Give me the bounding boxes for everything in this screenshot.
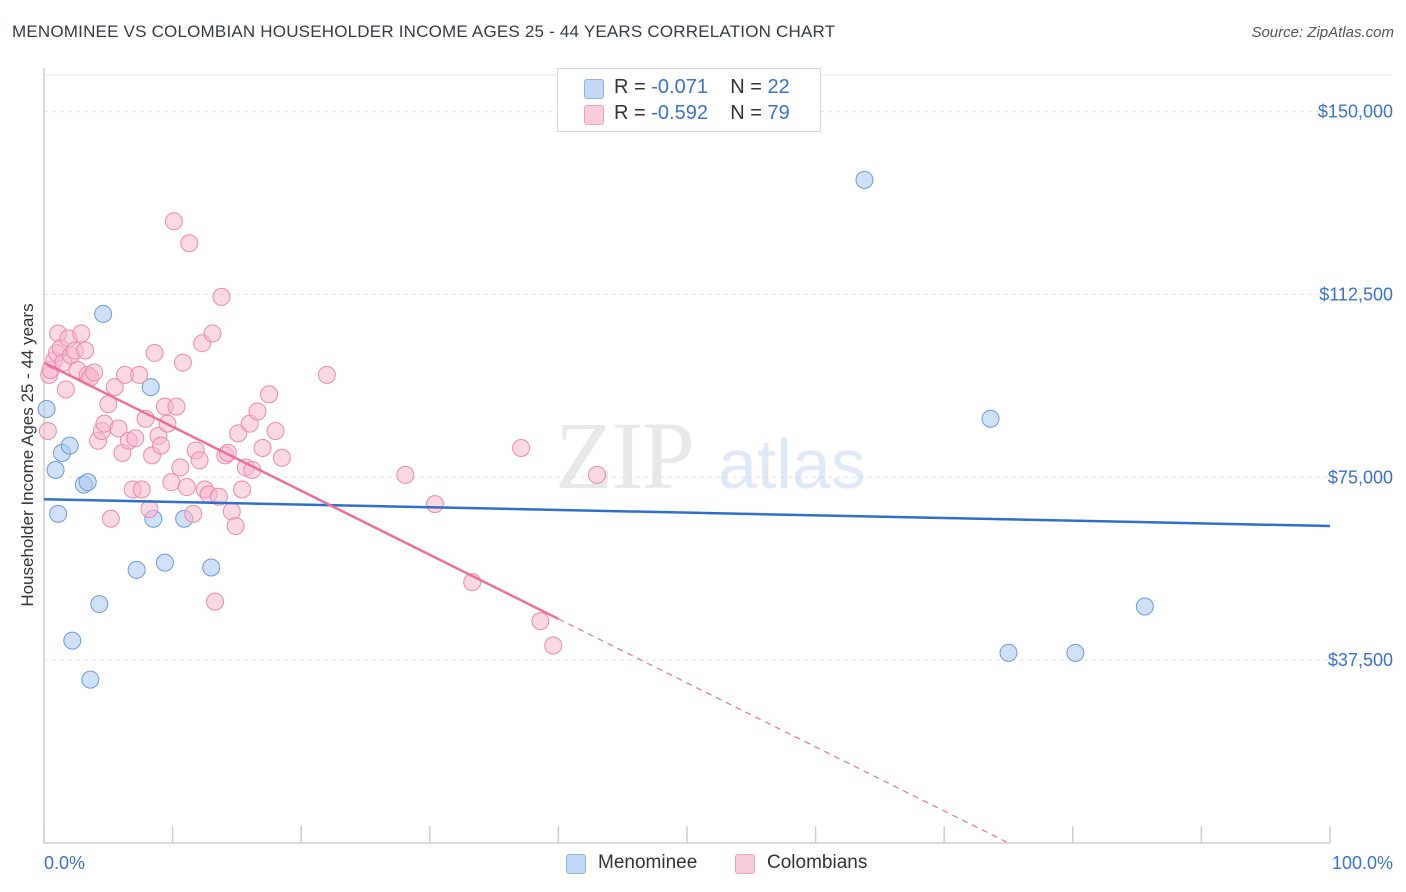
menominee-trend-line (43, 497, 1331, 528)
y-tick-label: $75,000 (1328, 467, 1393, 487)
colombians-point (425, 495, 444, 514)
colombians-point (209, 487, 228, 506)
colombians-point (180, 234, 199, 253)
menominee-point (141, 378, 160, 397)
chart-title: MENOMINEE VS COLOMBIAN HOUSEHOLDER INCOM… (12, 22, 836, 41)
trend-lines (43, 361, 1331, 844)
legend-n-label: N = (730, 76, 768, 98)
colombians-point (190, 451, 209, 470)
legend-r-label: R = (614, 76, 652, 98)
stats-legend: R = -0.071 N = 22 R = -0.592 N = 79 (557, 68, 821, 132)
colombians-point (544, 636, 563, 655)
legend-n-label: N = (730, 102, 768, 124)
colombians-point (171, 458, 190, 477)
y-tick-label: $37,500 (1328, 650, 1393, 670)
legend-r-value: -0.592 (651, 102, 708, 124)
colombians-point (109, 419, 128, 438)
colombians-point (266, 421, 285, 440)
colombians-point (152, 436, 171, 455)
colombians-point (105, 378, 124, 397)
menominee-point (78, 473, 97, 492)
source-label: Source: ZipAtlas.com (1251, 24, 1394, 41)
colombians-point (396, 465, 415, 484)
watermark-zip: ZIP (555, 402, 693, 509)
legend-swatch-colombians (584, 105, 604, 125)
colombians-trend-line-extension (558, 618, 1009, 844)
colombians-point (226, 517, 245, 536)
colombians-point (248, 402, 267, 421)
colombians-point (76, 341, 95, 360)
colombians-trend-line (43, 361, 559, 620)
menominee-point (46, 460, 65, 479)
colombians-point (253, 439, 272, 458)
menominee-point (94, 304, 113, 323)
x-tick-label: 0.0% (44, 853, 85, 873)
bottom-legend-label-colombians: Colombians (767, 852, 868, 873)
colombians-point (126, 429, 145, 448)
colombians-point (167, 397, 186, 416)
menominee-point (60, 436, 79, 455)
watermark-atlas: atlas (718, 425, 866, 503)
grid-lines (44, 74, 1392, 661)
colombians-point (206, 592, 225, 611)
y-tick-label: $150,000 (1318, 102, 1393, 122)
y-tick-label: $112,500 (1319, 284, 1393, 304)
data-points (37, 170, 1154, 689)
axes (43, 68, 1331, 844)
colombians-point (130, 365, 149, 384)
colombians-point (132, 480, 151, 499)
colombians-point (72, 324, 91, 343)
legend-r-label: R = (614, 102, 652, 124)
menominee-point (49, 504, 68, 523)
colombians-point (173, 353, 192, 372)
menominee-point (855, 170, 874, 189)
colombians-point (85, 363, 104, 382)
colombians-point (101, 509, 120, 528)
legend-swatch-menominee (584, 79, 604, 99)
colombians-point (587, 465, 606, 484)
colombians-point (164, 212, 183, 231)
colombians-point (162, 473, 181, 492)
bottom-legend-swatch-colombians (735, 854, 755, 874)
colombians-point (233, 480, 252, 499)
colombians-point (317, 365, 336, 384)
colombians-point (531, 612, 550, 631)
menominee-point (90, 595, 109, 614)
colombians-point (512, 439, 531, 458)
legend-n-value: 79 (767, 102, 790, 124)
bottom-legend-label-menominee: Menominee (598, 852, 698, 873)
menominee-point (1066, 643, 1085, 662)
colombians-point (56, 380, 75, 399)
menominee-point (63, 631, 82, 650)
colombians-point (260, 385, 279, 404)
bottom-legend-swatch-menominee (566, 854, 586, 874)
tick-labels: $37,500 $75,000 $112,500 $150,000 0.0% 100.0% (44, 102, 1393, 873)
colombians-point (184, 504, 203, 523)
menominee-point (999, 643, 1018, 662)
colombians-point (229, 424, 248, 443)
menominee-point (981, 409, 1000, 428)
colombians-point (272, 448, 291, 467)
menominee-point (202, 558, 221, 577)
colombians-point (203, 324, 222, 343)
colombians-point (38, 421, 57, 440)
legend-n-value: 22 (767, 76, 790, 98)
menominee-point (37, 400, 56, 419)
menominee-point (127, 560, 146, 579)
watermark: ZIP atlas (555, 402, 866, 509)
colombians-point (177, 478, 196, 497)
menominee-point (155, 553, 174, 572)
colombians-point (140, 499, 159, 518)
menominee-point (81, 670, 100, 689)
colombians-point (212, 287, 231, 306)
x-tick-label: 100.0% (1332, 853, 1393, 873)
menominee-point (1135, 597, 1154, 616)
legend-r-value: -0.071 (651, 76, 708, 98)
colombians-point (145, 343, 164, 362)
